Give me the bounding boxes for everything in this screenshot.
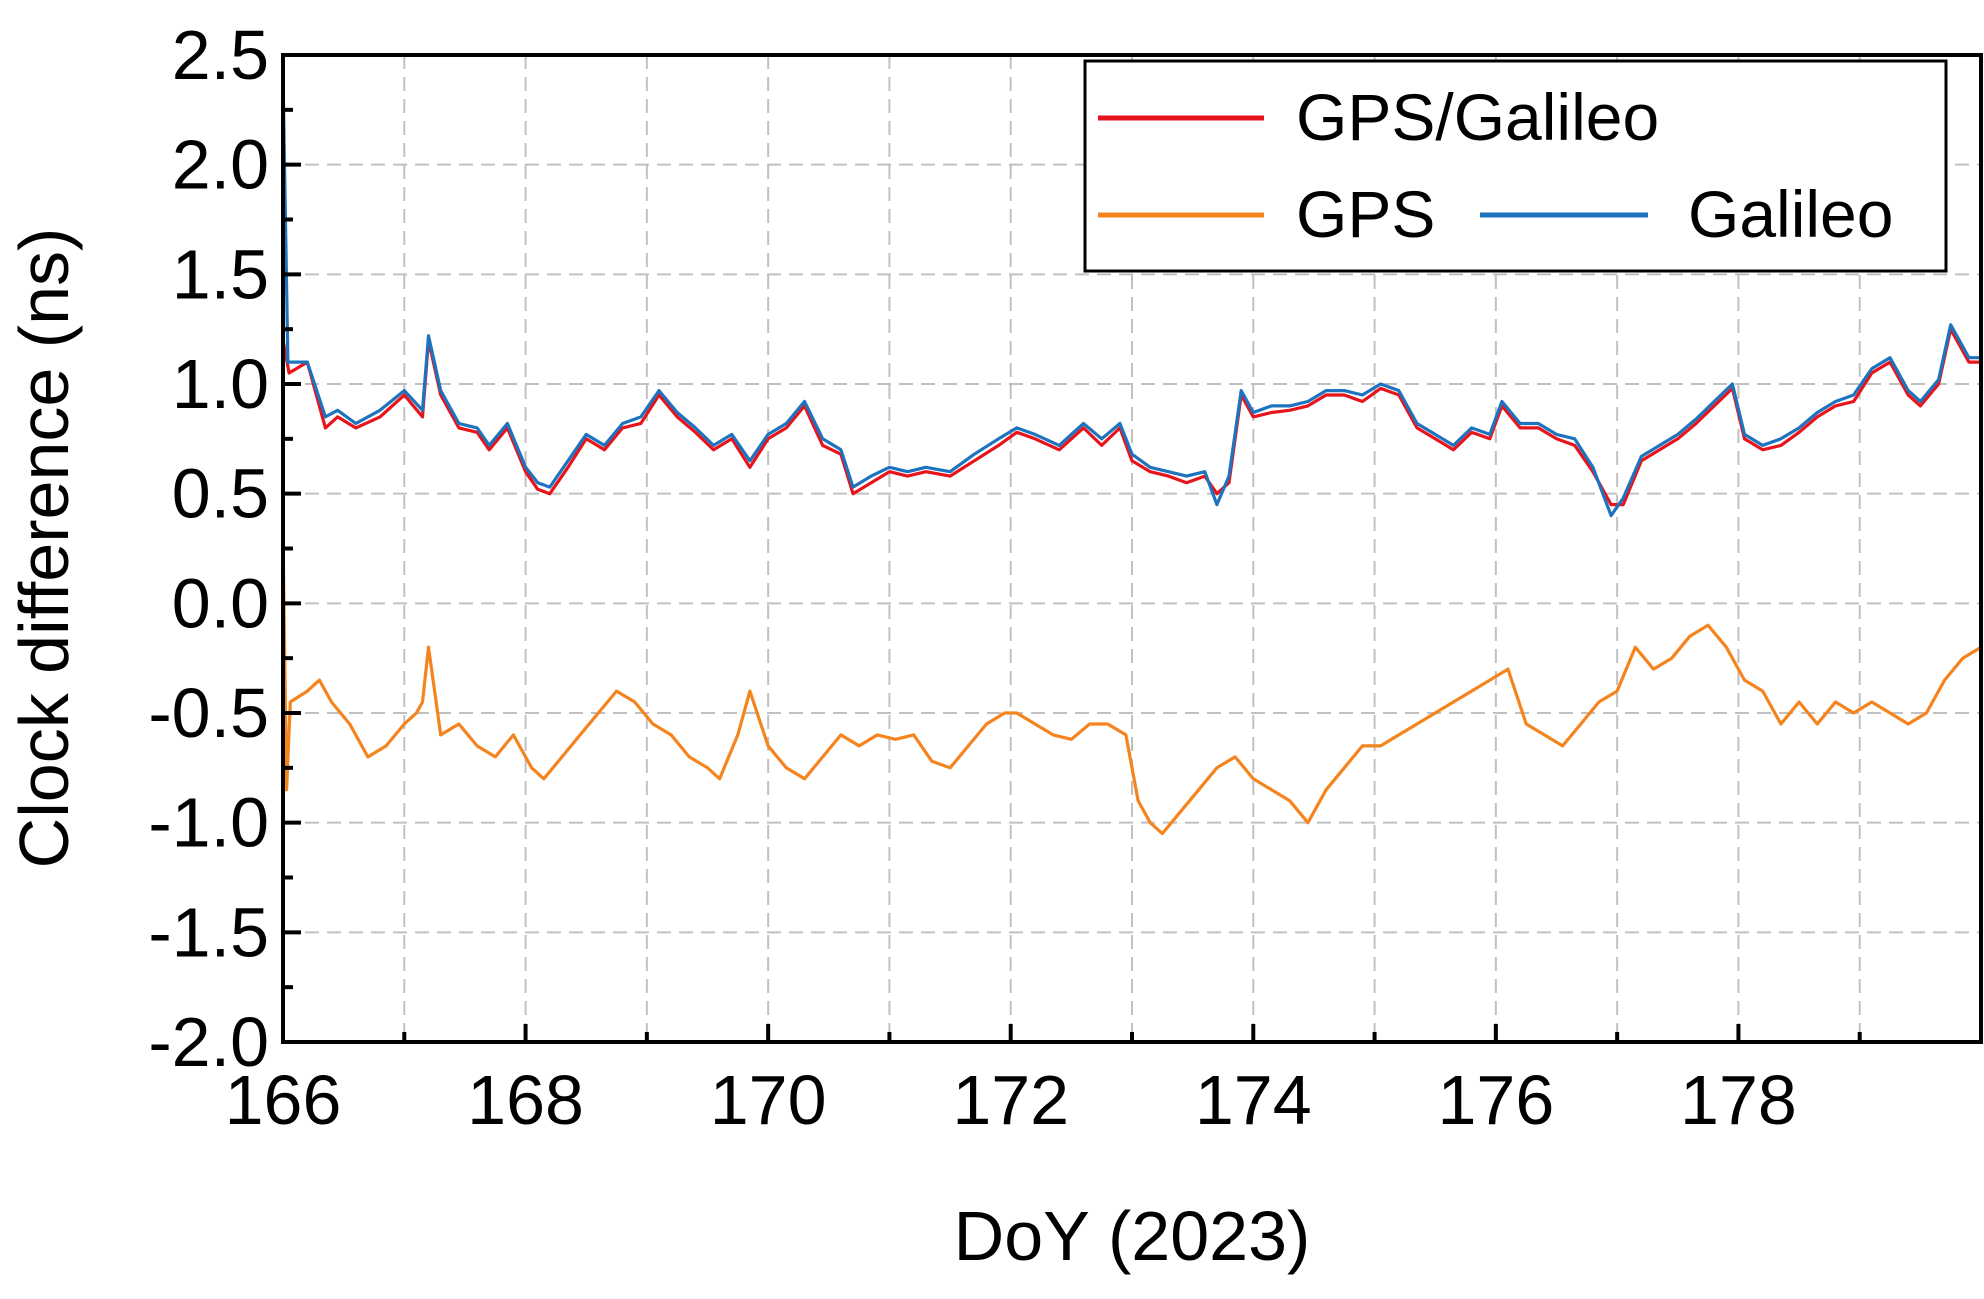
y-tick-label: -2.0: [148, 1003, 269, 1081]
series-line-galileo: [281, 75, 1983, 518]
legend-label-gps: GPS: [1296, 177, 1435, 251]
series-line-gps: [281, 535, 1983, 836]
x-tick-label: 166: [225, 1061, 342, 1139]
series-line-gps-galileo: [281, 327, 1983, 507]
series-layer: [281, 75, 1983, 836]
axis-ticks: [281, 53, 1983, 1044]
y-tick-label: 2.5: [172, 16, 269, 94]
y-axis-title: Clock difference (ns): [5, 228, 83, 869]
legend-label-galileo: Galileo: [1688, 177, 1893, 251]
y-tick-labels: -2.0 -1.5 -1.0 -0.5 0.0 0.5 1.0 1.5 2.0 2.5: [148, 16, 269, 1081]
legend-box: [1083, 59, 1948, 273]
x-axis-title: DoY (2023): [954, 1197, 1311, 1275]
x-tick-label: 168: [467, 1061, 584, 1139]
x-tick-label: 178: [1680, 1061, 1797, 1139]
legend-label-gps-galileo: GPS/Galileo: [1296, 80, 1659, 154]
y-tick-label: 0.0: [172, 564, 269, 642]
y-tick-label: 0.5: [172, 455, 269, 533]
legend: GPS/Galileo GPS Galileo: [1083, 59, 1948, 273]
y-tick-label: 1.0: [172, 345, 269, 423]
x-tick-label: 174: [1195, 1061, 1312, 1139]
y-tick-label: -1.0: [148, 784, 269, 862]
y-tick-label: 2.0: [172, 126, 269, 204]
x-tick-label: 172: [952, 1061, 1069, 1139]
y-tick-label: -0.5: [148, 674, 269, 752]
x-tick-label: 176: [1437, 1061, 1554, 1139]
x-tick-labels: 166 168 170 172 174 176 178: [225, 1061, 1797, 1139]
y-tick-label: 1.5: [172, 235, 269, 313]
y-tick-label: -1.5: [148, 893, 269, 971]
x-tick-label: 170: [710, 1061, 827, 1139]
